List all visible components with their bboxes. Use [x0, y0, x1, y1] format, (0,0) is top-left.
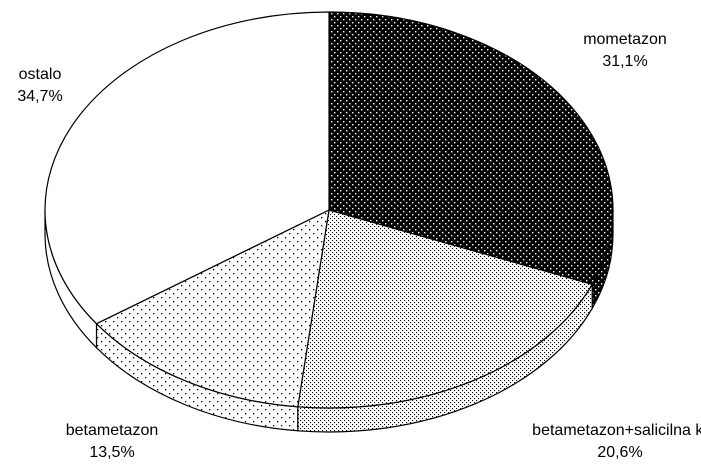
- slice-label: betametazon+salicilna k.: [532, 422, 701, 439]
- pie-slice: [297, 209, 594, 409]
- pie-slice: [328, 11, 614, 286]
- pie-slice: [44, 11, 330, 325]
- value-label: 31,1%: [602, 53, 647, 70]
- slice-label: betametazon: [66, 422, 159, 439]
- slice-label: ostalo: [19, 66, 62, 83]
- slice-label: mometazon: [583, 31, 667, 48]
- value-label: 20,6%: [597, 444, 642, 461]
- value-label: 34,7%: [17, 88, 62, 105]
- pie-slice: [95, 208, 330, 408]
- value-label: 13,5%: [89, 444, 134, 461]
